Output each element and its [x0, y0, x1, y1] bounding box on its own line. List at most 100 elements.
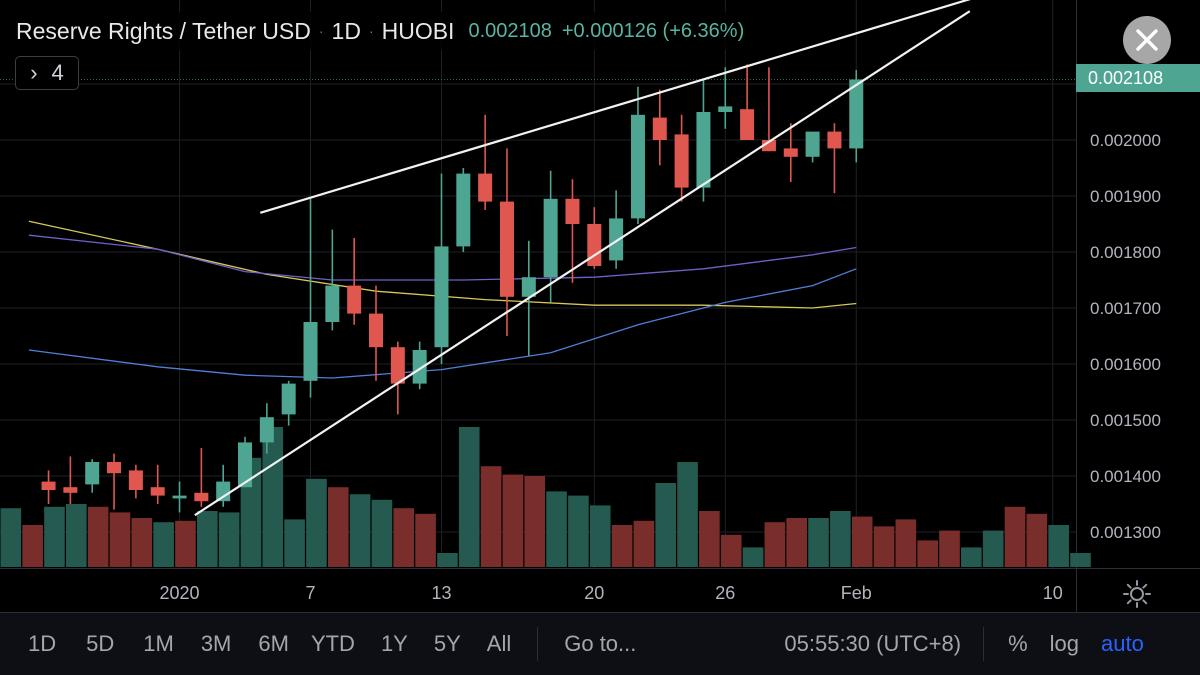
range-3m-button[interactable]: 3M: [200, 631, 232, 656]
volume-bar: [218, 512, 240, 567]
candle-body: [128, 470, 143, 490]
candle-body: [740, 109, 755, 140]
candle-body: [303, 322, 318, 381]
candle-body: [609, 218, 624, 261]
volume-bar: [502, 474, 524, 567]
candle-body: [674, 134, 689, 188]
volume-bar: [939, 530, 960, 567]
range-6m-button[interactable]: 6M: [258, 631, 289, 656]
indicators-toggle-button[interactable]: › 4: [15, 56, 79, 90]
volume-bar: [306, 478, 327, 567]
toolbar-divider: [537, 627, 539, 661]
candle-body: [325, 285, 340, 322]
bottom-toolbar: 1D 5D 1M 3M 6M YTD 1Y 5Y All Go to... 05…: [0, 612, 1200, 675]
candle-body: [718, 106, 733, 112]
chart-settings-button[interactable]: [1121, 578, 1153, 610]
volume-bar: [1048, 525, 1069, 567]
candle-body: [390, 347, 405, 384]
range-ytd-button[interactable]: YTD: [310, 631, 355, 656]
volume-bar: [546, 491, 567, 567]
range-5d-button[interactable]: 5D: [86, 631, 115, 656]
candle-body: [543, 198, 558, 278]
x-tick-label: 10: [1043, 583, 1063, 603]
log-scale-toggle[interactable]: log: [1049, 631, 1080, 656]
candle-body: [107, 462, 122, 474]
candle-body: [41, 481, 56, 490]
candle-body: [696, 112, 711, 188]
range-1d-button[interactable]: 1D: [28, 631, 57, 656]
y-tick-label: 0.001500: [1090, 411, 1161, 430]
volume-bar: [677, 462, 698, 567]
candle-body: [827, 131, 842, 149]
candle-body: [478, 173, 493, 202]
candle-body: [412, 350, 427, 384]
volume-bar: [808, 518, 829, 567]
candle-body: [369, 313, 383, 348]
range-1m-button[interactable]: 1M: [143, 631, 174, 656]
volume-bar: [633, 520, 655, 567]
volume-bar: [524, 476, 546, 567]
close-button[interactable]: [1123, 16, 1171, 64]
volume-bar: [196, 511, 218, 567]
volume-bar: [895, 519, 917, 567]
candle-body: [849, 79, 864, 149]
volume-bar: [568, 495, 589, 567]
candle-body: [761, 140, 776, 152]
volume-bar: [830, 511, 851, 567]
price-change: +0.000126 (+6.36%): [561, 19, 745, 42]
volume-bar: [87, 506, 109, 567]
auto-scale-toggle[interactable]: auto: [1101, 631, 1144, 656]
current-price-label: 0.002108: [1076, 64, 1200, 92]
volume-bar: [655, 483, 677, 567]
go-to-date-button[interactable]: Go to...: [564, 631, 637, 656]
header-separator: ·: [368, 23, 374, 39]
candle-body: [63, 487, 78, 493]
candle-body: [783, 148, 798, 157]
volume-bar: [480, 466, 502, 567]
interval-label[interactable]: 1D: [331, 17, 361, 44]
volume-bar: [0, 508, 22, 567]
volume-bar: [961, 547, 982, 567]
clock-timezone[interactable]: 05:55:30 (UTC+8): [784, 631, 962, 656]
volume-bar: [153, 522, 174, 567]
candle-body: [347, 285, 362, 314]
range-1y-button[interactable]: 1Y: [380, 631, 408, 656]
symbol-header: Reserve Rights / Tether USD · 1D · HUOBI…: [8, 12, 755, 50]
volume-bar: [699, 511, 720, 567]
moving-average-line: [28, 220, 857, 309]
candle-body: [630, 114, 645, 219]
volume-bar: [44, 506, 65, 567]
y-tick-label: 0.001400: [1090, 467, 1161, 486]
moving-average-line: [28, 268, 857, 379]
x-tick-label: 20: [584, 583, 604, 603]
volume-bar: [393, 508, 415, 567]
volume-bar: [327, 487, 349, 567]
range-all-button[interactable]: All: [486, 631, 512, 656]
candle-body: [150, 487, 165, 496]
volume-bar: [349, 494, 371, 567]
x-tick-label: 7: [306, 583, 316, 603]
volume-bar: [851, 516, 873, 567]
trendline: [194, 10, 971, 517]
price-chart[interactable]: 0.001300 0.001400 0.001500 0.001600 0.001700…: [0, 0, 1200, 612]
y-tick-label: 0.001300: [1090, 523, 1161, 542]
volume-bar: [131, 518, 153, 567]
x-tick-label: 26: [715, 583, 735, 603]
volume-bar: [611, 525, 633, 567]
y-tick-label: 0.001900: [1090, 187, 1161, 206]
volume-bar: [1026, 513, 1048, 567]
range-5y-button[interactable]: 5Y: [433, 631, 461, 656]
header-separator: ·: [318, 23, 324, 39]
y-tick-label: 0.001600: [1090, 355, 1161, 374]
toolbar-divider: [983, 627, 985, 661]
symbol-name[interactable]: Reserve Rights / Tether USD: [16, 17, 311, 44]
volume-bar: [1070, 553, 1091, 567]
volume-bar: [175, 520, 196, 567]
percent-scale-toggle[interactable]: %: [1008, 631, 1028, 656]
candle-body: [521, 277, 536, 297]
volume-bar: [284, 519, 305, 567]
volume-bar: [720, 534, 742, 567]
candle-body: [434, 246, 449, 348]
indicator-count: 4: [51, 60, 64, 85]
chevron-right-icon: ›: [30, 60, 38, 85]
